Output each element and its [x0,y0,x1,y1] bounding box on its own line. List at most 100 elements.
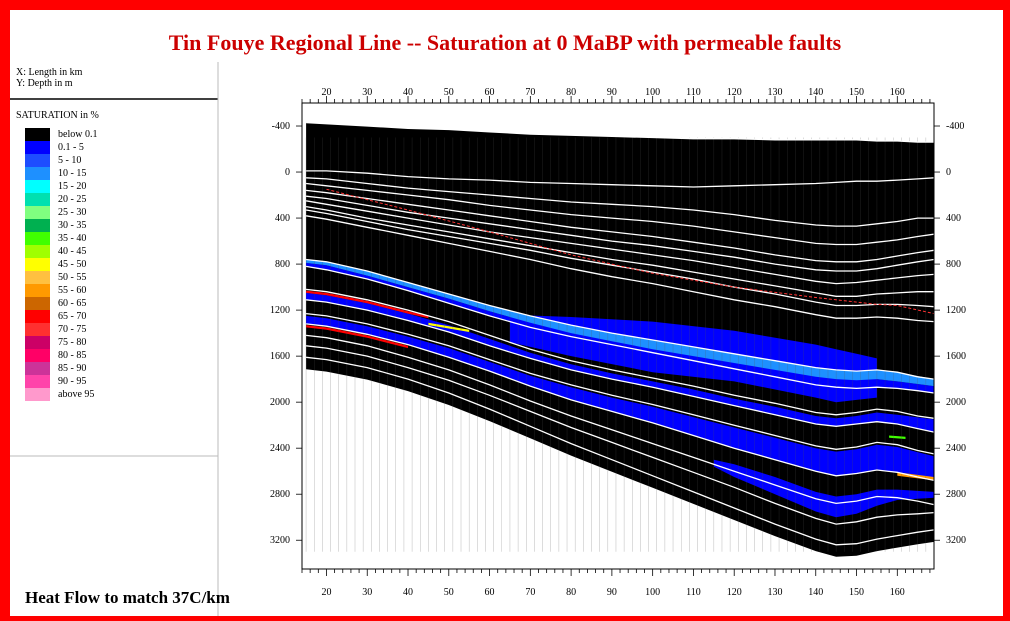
x-tick-label-top: 140 [808,87,823,98]
legend-swatch [25,258,50,271]
legend-label: 20 - 25 [58,194,87,205]
y-tick-label-left: 2400 [270,443,290,454]
legend-label: above 95 [58,389,95,400]
legend-swatch [25,232,50,245]
chart-title: Tin Fouye Regional Line -- Saturation at… [168,30,842,55]
legend-swatch [25,167,50,180]
y-tick-label-right: -400 [946,121,964,132]
horizon-line [306,195,935,272]
legend-swatch [25,193,50,206]
saturation-body [713,459,934,518]
legend-label: 60 - 65 [58,298,87,309]
y-axis-info: Y: Depth in m [16,78,73,89]
horizon-line [306,334,935,506]
horizon-line [306,189,935,263]
y-tick-label-right: 800 [946,259,961,270]
x-tick-label-bottom: 120 [727,587,742,598]
legend-label: 40 - 45 [58,246,87,257]
saturation-body [306,315,935,481]
legend-label: 45 - 50 [58,259,87,270]
legend-label: 15 - 20 [58,181,87,192]
legend-swatch [25,362,50,375]
y-tick-label-right: 400 [946,213,961,224]
x-tick-label-top: 20 [321,87,331,98]
saturation-body [306,292,935,433]
frame-right [1003,0,1010,621]
legend-swatch [25,336,50,349]
x-axis-info: X: Length in km [16,67,83,78]
y-tick-label-right: 0 [946,167,951,178]
horizon-line [306,356,935,546]
horizon-line [305,215,935,323]
legend-label: 85 - 90 [58,363,87,374]
saturation-body [428,322,470,332]
saturation-body [306,259,935,387]
x-tick-label-top: 60 [485,87,495,98]
x-tick-label-top: 150 [849,87,864,98]
legend-swatch [25,128,50,141]
y-tick-label-left: 0 [285,167,290,178]
x-tick-label-bottom: 60 [485,587,495,598]
heat-flow-note: Heat Flow to match 37C/km [25,588,230,607]
legend-label: 65 - 70 [58,311,87,322]
y-tick-label-right: 3200 [946,535,966,546]
legend-label: 70 - 75 [58,324,87,335]
y-tick-label-right: 2400 [946,443,966,454]
horizon-line [306,121,934,143]
legend-swatch [25,284,50,297]
legend-swatch [25,180,50,193]
x-tick-label-bottom: 150 [849,587,864,598]
x-tick-label-top: 110 [686,87,701,98]
horizon-line [306,258,935,380]
legend-swatch [25,323,50,336]
horizon-line [306,288,935,419]
x-tick-label-top: 130 [767,87,782,98]
legend-swatch [25,245,50,258]
horizon-line [306,345,935,525]
x-tick-label-bottom: 140 [808,587,823,598]
x-tick-label-bottom: 20 [321,587,331,598]
y-tick-label-left: -400 [272,121,290,132]
plot-frame [301,102,935,570]
horizon-line [306,170,935,188]
y-tick-label-right: 1200 [946,305,966,316]
horizon-line [306,182,935,246]
legend-label: 90 - 95 [58,376,87,387]
legend-swatch [25,219,50,232]
x-tick-label-top: 50 [444,87,454,98]
horizon-line [306,299,935,433]
legend-swatch [25,141,50,154]
legend-label: 5 - 10 [58,155,82,166]
y-tick-label-left: 800 [275,259,290,270]
x-tick-label-bottom: 100 [645,587,660,598]
x-tick-label-bottom: 50 [444,587,454,598]
x-tick-label-top: 90 [607,87,617,98]
frame-top [0,0,1010,10]
legend-label: below 0.1 [58,129,98,140]
legend-title: SATURATION in % [16,110,99,121]
legend-swatch [25,375,50,388]
saturation-body [306,290,429,319]
legend-swatch [25,310,50,323]
legend-label: 30 - 35 [58,220,87,231]
x-tick-label-bottom: 70 [525,587,535,598]
legend-label: 80 - 85 [58,350,87,361]
legend-swatch [25,271,50,284]
x-tick-label-bottom: 30 [362,587,372,598]
frame-left [0,0,10,621]
legend-label: 0.1 - 5 [58,142,84,153]
y-tick-label-left: 1200 [270,305,290,316]
x-tick-label-bottom: 40 [403,587,413,598]
legend-label: 10 - 15 [58,168,87,179]
legend-label: 25 - 30 [58,207,87,218]
x-tick-label-top: 40 [403,87,413,98]
x-tick-label-top: 80 [566,87,576,98]
y-tick-label-left: 1600 [270,351,290,362]
x-tick-label-top: 120 [727,87,742,98]
y-tick-label-left: 2000 [270,397,290,408]
legend-swatch [25,154,50,167]
legend-swatch [25,206,50,219]
x-tick-label-bottom: 110 [686,587,701,598]
